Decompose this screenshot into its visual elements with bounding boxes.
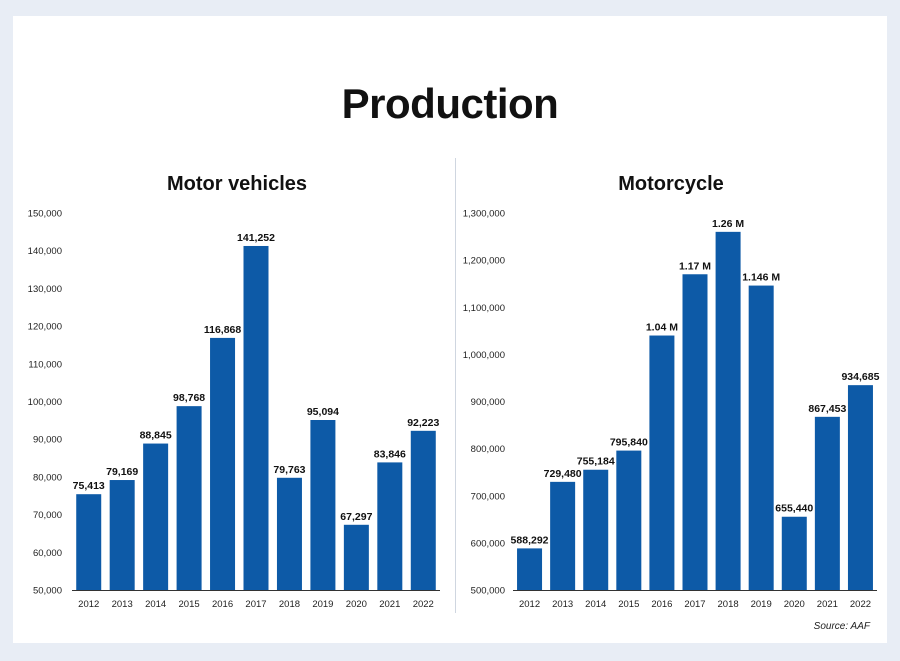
motor-vehicles-x-tick-label: 2013 (112, 599, 133, 610)
motorcycle-x-tick-label: 2012 (519, 599, 540, 610)
motorcycle-data-label: 795,840 (610, 437, 648, 449)
motor-vehicles-data-label: 116,868 (204, 324, 242, 336)
motor-vehicles-chart-title: Motor vehicles (167, 173, 307, 195)
motor-vehicles-y-tick-label: 130,000 (28, 284, 62, 295)
motorcycle-bar (616, 450, 642, 590)
motor-vehicles-bar (276, 477, 302, 590)
motorcycle-bar (715, 231, 741, 590)
motor-vehicles-x-tick-label: 2022 (413, 599, 434, 610)
motor-vehicles-data-label: 141,252 (237, 232, 275, 244)
motor-vehicles-bar (76, 494, 102, 590)
panel-divider (455, 158, 456, 613)
motorcycle-data-label: 655,440 (775, 503, 813, 515)
motor-vehicles-data-label: 98,768 (173, 392, 205, 404)
motorcycle-data-label: 1.04 M (646, 322, 678, 334)
motorcycle-x-tick-label: 2022 (850, 599, 871, 610)
motorcycle-data-label: 1.26 M (712, 218, 744, 230)
motor-vehicles-data-label: 92,223 (407, 417, 439, 429)
motorcycle-bar (781, 516, 807, 590)
motor-vehicles-data-label: 83,846 (374, 448, 406, 460)
motorcycle-data-label: 588,292 (511, 534, 549, 546)
motorcycle-y-tick-label: 1,000,000 (463, 350, 505, 361)
motor-vehicles-x-tick-label: 2016 (212, 599, 233, 610)
motor-vehicles-y-tick-label: 60,000 (33, 548, 62, 559)
motor-vehicles-bar (176, 406, 202, 590)
motor-vehicles-x-tick-label: 2012 (78, 599, 99, 610)
motorcycle-x-tick-label: 2015 (618, 599, 639, 610)
motorcycle-data-label: 934,685 (841, 371, 879, 383)
page-title: Production (341, 80, 559, 127)
motorcycle-y-tick-label: 700,000 (471, 491, 505, 502)
motorcycle-data-label: 867,453 (808, 403, 846, 415)
motorcycle-x-tick-label: 2021 (817, 599, 838, 610)
motorcycle-x-tick-label: 2019 (751, 599, 772, 610)
motor-vehicles-y-tick-label: 70,000 (33, 510, 62, 521)
motor-vehicles-bar (109, 480, 135, 590)
motor-vehicles-data-label: 75,413 (73, 480, 105, 492)
motor-vehicles-y-tick-label: 120,000 (28, 322, 62, 333)
motorcycle-data-label: 729,480 (544, 468, 582, 480)
motorcycle-bar (649, 335, 675, 590)
motor-vehicles-bar (310, 419, 336, 590)
motorcycle-x-tick-label: 2017 (684, 599, 705, 610)
motor-vehicles-y-tick-label: 150,000 (28, 209, 62, 220)
motorcycle-bar (517, 548, 543, 590)
motor-vehicles-bar (343, 524, 369, 590)
motorcycle-data-label: 755,184 (577, 456, 615, 468)
motorcycle-y-tick-label: 600,000 (471, 538, 505, 549)
motor-vehicles-x-tick-label: 2020 (346, 599, 367, 610)
motorcycle-bar (550, 481, 576, 590)
motorcycle-x-tick-label: 2013 (552, 599, 573, 610)
motorcycle-chart-title: Motorcycle (618, 173, 724, 195)
motorcycle-y-tick-label: 800,000 (471, 444, 505, 455)
motorcycle-bar (748, 285, 774, 590)
motor-vehicles-x-tick-label: 2018 (279, 599, 300, 610)
motorcycle-data-label: 1.17 M (679, 260, 711, 272)
motor-vehicles-data-label: 95,094 (307, 406, 339, 418)
motorcycle-bar (583, 469, 609, 590)
motor-vehicles-bar (210, 337, 236, 590)
motorcycle-x-tick-label: 2016 (651, 599, 672, 610)
motorcycle-bar (682, 274, 708, 590)
motor-vehicles-data-label: 79,169 (106, 466, 138, 478)
motor-vehicles-bar (243, 245, 269, 590)
motor-vehicles-x-tick-label: 2014 (145, 599, 166, 610)
motor-vehicles-y-tick-label: 50,000 (33, 586, 62, 597)
source-note: Source: AAF (813, 621, 870, 632)
motorcycle-x-tick-label: 2020 (784, 599, 805, 610)
motorcycle-y-tick-label: 1,200,000 (463, 256, 505, 267)
motor-vehicles-bar (143, 443, 169, 590)
motorcycle-bar (814, 416, 840, 590)
motor-vehicles-y-tick-label: 110,000 (28, 359, 62, 370)
motor-vehicles-bar (410, 430, 436, 590)
motor-vehicles-y-tick-label: 100,000 (28, 397, 62, 408)
motor-vehicles-data-label: 79,763 (273, 464, 305, 476)
motorcycle-y-tick-label: 500,000 (471, 586, 505, 597)
motorcycle-y-tick-label: 1,300,000 (463, 209, 505, 220)
motor-vehicles-x-tick-label: 2017 (245, 599, 266, 610)
motorcycle-data-label: 1.146 M (742, 272, 780, 284)
motor-vehicles-data-label: 88,845 (140, 430, 172, 442)
motor-vehicles-y-tick-label: 90,000 (33, 435, 62, 446)
motorcycle-bar (847, 385, 873, 590)
motor-vehicles-x-tick-label: 2015 (179, 599, 200, 610)
motorcycle-x-tick-label: 2018 (718, 599, 739, 610)
motor-vehicles-y-tick-label: 80,000 (33, 472, 62, 483)
motor-vehicles-data-label: 67,297 (340, 511, 372, 523)
motorcycle-y-tick-label: 1,100,000 (463, 303, 505, 314)
motor-vehicles-y-tick-label: 140,000 (28, 246, 62, 257)
motorcycle-y-tick-label: 900,000 (471, 397, 505, 408)
motor-vehicles-bar (377, 462, 403, 590)
motor-vehicles-x-tick-label: 2021 (379, 599, 400, 610)
motor-vehicles-x-tick-label: 2019 (312, 599, 333, 610)
motorcycle-x-tick-label: 2014 (585, 599, 606, 610)
